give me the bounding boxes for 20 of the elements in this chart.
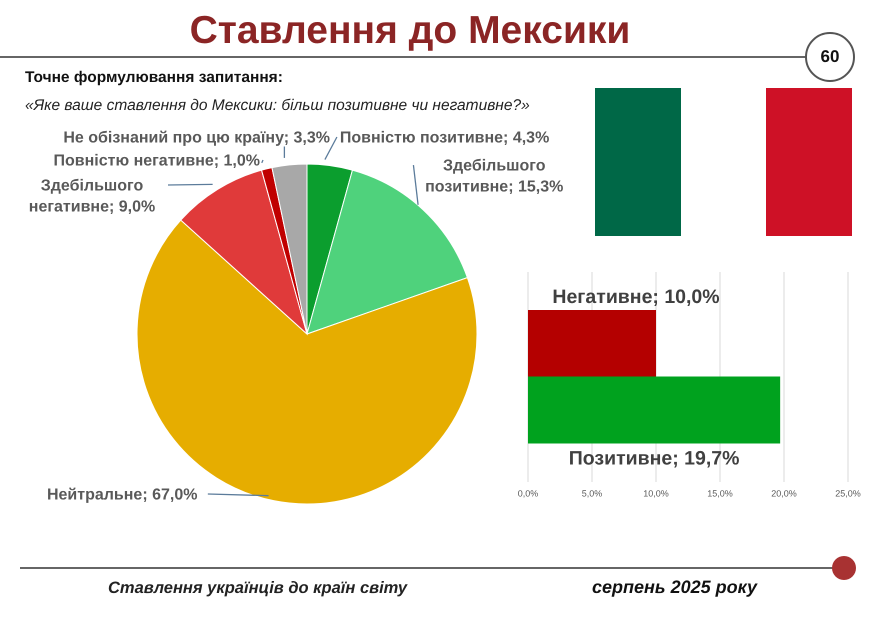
chart-subtitle: Точне формулювання запитання:: [25, 68, 283, 88]
slice-label: Не обізнаний про цю країну; 3,3%: [63, 130, 330, 147]
slice-label: Здебільшого позитивне; 15,3%: [425, 158, 564, 196]
x-tick-label: 15,0%: [707, 488, 733, 498]
slice-label: Повністю негативне; 1,0%: [54, 152, 260, 170]
slice-label: Повністю позитивне; 4,3%: [340, 130, 550, 147]
x-tick-label: 5,0%: [582, 488, 602, 498]
text: Ставлення українців до країн світу: [108, 578, 408, 599]
slice-label: Здебільшого негативне; 9,0%: [28, 178, 156, 216]
slice-label: Нейтральне; 67,0%: [46, 486, 198, 504]
data-label: Позитивне; 19,7%: [568, 447, 740, 470]
x-tick-label: 0,0%: [518, 488, 538, 498]
text: серпень 2025 року: [592, 576, 757, 598]
circle-badge: 60: [805, 32, 855, 82]
text: «Яке ваше ставлення до Мексики: більш позитивне чи негативне?»: [25, 96, 530, 116]
chart-title: Ставлення до Мексики: [190, 8, 630, 54]
x-tick-label: 25,0%: [835, 488, 861, 498]
x-tick-label: 20,0%: [771, 488, 797, 498]
data-label: Негативне; 10,0%: [552, 286, 720, 308]
x-tick-label: 10,0%: [643, 488, 669, 498]
